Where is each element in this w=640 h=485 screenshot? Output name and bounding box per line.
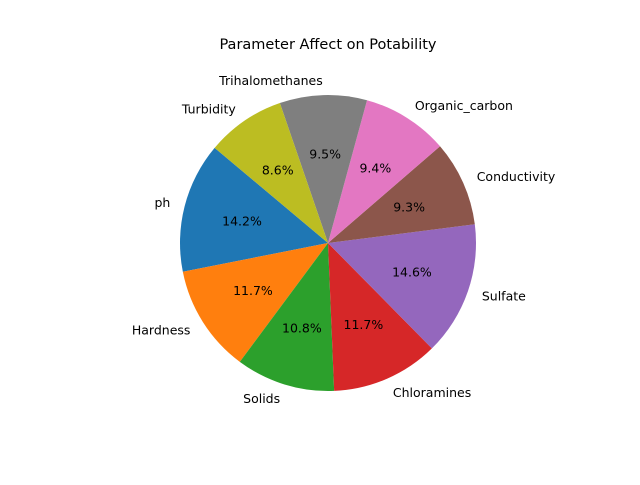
slice-label-conductivity: Conductivity [477,169,556,184]
pie-slices [180,95,477,392]
slice-label-ph: ph [154,195,170,210]
slice-percent-trihalomethanes: 9.5% [309,147,341,162]
slice-percent-conductivity: 9.3% [393,199,425,214]
pie-slice-ph [180,147,328,272]
slice-percent-ph: 14.2% [222,213,262,228]
slice-percent-sulfate: 14.6% [392,265,432,280]
slice-label-organic-carbon: Organic_carbon [415,98,513,113]
pie-slice-conductivity [328,146,475,243]
pie-labels: ph 14.2% Hardness 11.7% Solids 10.8% Chloramin… [132,73,556,406]
pie-slice-trihalomethanes [279,95,368,243]
pie-slice-chloramines [328,243,432,391]
pie-slice-hardness [182,243,328,362]
chart-title: Parameter Affect on Potability [219,37,436,53]
slice-percent-solids: 10.8% [282,320,322,335]
pie-slice-turbidity [214,103,328,243]
slice-label-trihalomethanes: Trihalomethanes [218,73,323,88]
slice-label-solids: Solids [243,391,280,406]
slice-percent-organic-carbon: 9.4% [359,160,391,175]
pie-slice-sulfate [328,224,477,349]
slice-label-sulfate: Sulfate [482,289,526,304]
slice-label-hardness: Hardness [132,323,191,338]
slice-percent-hardness: 11.7% [233,283,273,298]
slice-percent-turbidity: 8.6% [262,162,294,177]
pie-slice-solids [239,243,335,392]
slice-label-turbidity: Turbidity [181,101,237,116]
slice-label-chloramines: Chloramines [393,385,471,400]
slice-percent-chloramines: 11.7% [344,317,384,332]
pie-slice-organic-carbon [328,100,441,244]
